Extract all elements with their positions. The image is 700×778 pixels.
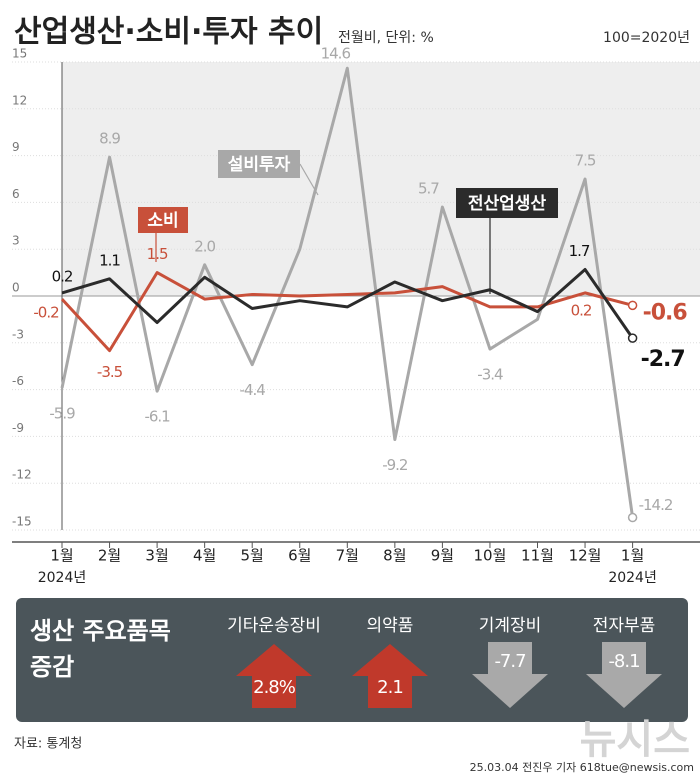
- x-tick-label: 1월: [621, 547, 644, 565]
- y-tick-label: 3: [12, 234, 20, 248]
- value-label: -4.4: [240, 381, 266, 399]
- value-label: 1.1: [99, 251, 120, 269]
- y-tick-label: 0: [12, 281, 20, 295]
- y-tick-label: 12: [12, 93, 27, 107]
- item-arrow: [236, 644, 312, 708]
- legend-label: 설비투자: [228, 155, 291, 175]
- legend-box: [218, 150, 300, 178]
- value-label: 0.2: [571, 301, 592, 319]
- item-name: 기타운송장비: [227, 616, 321, 636]
- value-label: -9.2: [382, 456, 408, 474]
- x-tick-label: 11월: [521, 547, 554, 565]
- chart-title: 산업생산·소비·투자 추이: [14, 15, 323, 50]
- value-label: -6.1: [144, 408, 170, 426]
- value-label: -2.7: [641, 347, 685, 372]
- x-tick-label: 4월: [193, 547, 216, 565]
- y-tick-label: 15: [12, 47, 27, 61]
- item-arrow: [586, 642, 662, 708]
- end-point: [627, 300, 638, 311]
- line-series: [61, 267, 634, 339]
- legend-label: 전산업생산: [468, 194, 547, 214]
- y-tick-label: -12: [12, 468, 32, 482]
- x-tick-label: 6월: [288, 547, 311, 565]
- x-sublabel: 2024년: [38, 570, 87, 586]
- value-label: 1.7: [569, 242, 590, 260]
- end-point: [627, 333, 638, 343]
- legend-leader: [299, 163, 319, 196]
- credit: 25.03.04 전진우 기자 618tue@newsis.com: [470, 761, 694, 774]
- panel-title: 생산 주요품목: [30, 617, 171, 645]
- value-label: 14.6: [321, 45, 351, 63]
- x-tick-label: 8월: [383, 547, 406, 565]
- y-tick-label: -15: [12, 515, 32, 529]
- x-tick-label: 3월: [145, 547, 168, 565]
- value-label: -0.6: [643, 300, 688, 325]
- item-name: 전자부품: [593, 616, 656, 636]
- x-tick-label: 5월: [241, 547, 264, 565]
- value-label: 2.0: [194, 237, 215, 255]
- x-tick-label: 12월: [569, 547, 602, 565]
- y-tick-label: 6: [12, 187, 20, 201]
- value-label: 5.7: [418, 180, 439, 198]
- value-label: 7.5: [575, 152, 596, 170]
- y-tick-label: -6: [12, 374, 24, 388]
- y-tick-label: -9: [12, 421, 24, 435]
- item-value: -7.7: [494, 651, 525, 672]
- item-name: 의약품: [367, 616, 414, 636]
- x-tick-label: 9월: [431, 547, 454, 565]
- legend-label: 소비: [147, 211, 178, 231]
- y-tick-label: 9: [12, 140, 20, 154]
- value-label: -3.5: [97, 363, 123, 381]
- value-label: -0.2: [33, 304, 59, 322]
- item-name: 기계장비: [479, 616, 542, 636]
- item-value: -8.1: [608, 651, 639, 672]
- legend-box: [456, 188, 558, 218]
- value-label: 8.9: [99, 130, 120, 148]
- chart-subtitle: 전월비, 단위: %: [338, 30, 434, 46]
- line-series: [60, 271, 633, 353]
- note: 100=2020년: [603, 30, 690, 46]
- x-tick-label: 7월: [336, 547, 359, 565]
- value-label: -5.9: [49, 405, 75, 423]
- y-tick-label: -3: [12, 327, 24, 341]
- value-label: -14.2: [639, 496, 673, 514]
- legend-box: [138, 207, 188, 233]
- plot-shade: [62, 62, 700, 296]
- item-value: 2.1: [377, 677, 403, 698]
- panel-title: 증감: [30, 653, 74, 681]
- value-label: 0.2: [52, 267, 73, 285]
- item-arrow: [352, 644, 428, 708]
- x-tick-label: 1월: [50, 547, 73, 565]
- item-arrow: [472, 642, 548, 708]
- item-value: 2.8%: [253, 677, 296, 698]
- source: 자료: 통계청: [14, 737, 82, 752]
- end-point: [627, 512, 638, 523]
- logo: 뉴시스: [580, 717, 690, 763]
- x-tick-label: 10월: [474, 547, 507, 565]
- value-label: -3.4: [477, 366, 503, 384]
- line-series: [60, 66, 635, 518]
- x-sublabel: 2024년: [608, 570, 657, 586]
- value-label: 1.5: [147, 245, 168, 263]
- x-tick-label: 2월: [98, 547, 121, 565]
